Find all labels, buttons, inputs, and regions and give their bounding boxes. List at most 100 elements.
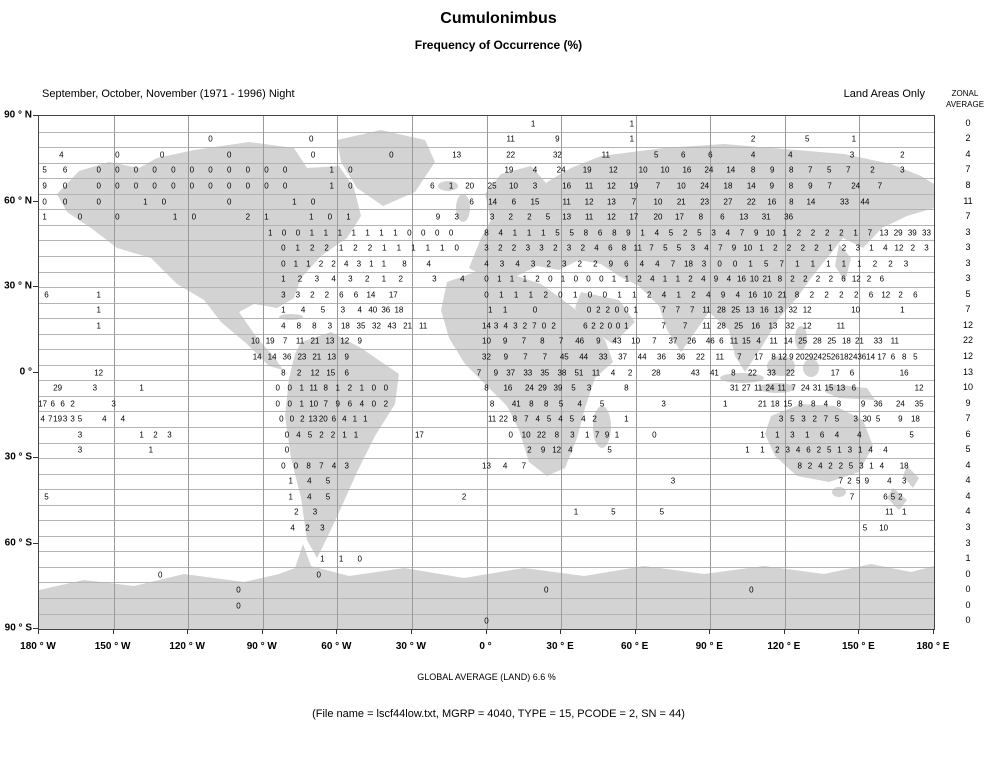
cuba (279, 314, 303, 320)
grid-value: 5 (697, 228, 702, 238)
grid-value: 0 (226, 150, 232, 160)
grid-value: 4 (655, 259, 660, 269)
grid-value: 4 (701, 274, 706, 284)
grid-value: 2 (814, 243, 819, 253)
grid-value: 1 (369, 259, 374, 269)
grid-value: 6 (883, 492, 888, 502)
grid-value: 1 (837, 445, 842, 455)
longitude-tick (410, 629, 412, 634)
grid-value: 24 (813, 352, 823, 362)
grid-value: 8 (771, 352, 776, 362)
grid-value: 2 (790, 274, 795, 284)
longitude-label: 120 ° E (767, 641, 801, 652)
grid-value: 5 (545, 212, 551, 222)
grid-value: 9 (502, 336, 508, 346)
grid-value: 0 (171, 165, 176, 175)
grid-value: 15 (530, 197, 540, 206)
grid-value: 29 (804, 352, 814, 362)
grid-value: 7 (682, 321, 688, 331)
grid-value: 11 (702, 305, 711, 315)
grid-value: 10 (763, 290, 772, 300)
grid-value: 4 (290, 523, 295, 533)
grid-value: 0 (62, 197, 68, 206)
latitude-tick (33, 457, 38, 458)
grid-value: 6 (50, 399, 55, 409)
grid-value: 8 (312, 321, 317, 331)
grid-value: 1 (379, 228, 384, 238)
grid-value: 6 (583, 321, 588, 331)
grid-value: 3 (327, 321, 333, 331)
grid-value: 13 (452, 150, 462, 160)
grid-value: 28 (812, 336, 822, 346)
grid-value: 25 (827, 336, 837, 346)
zonal-average-value: 3 (965, 257, 971, 268)
grid-value: 1 (487, 305, 493, 315)
grid-value: 9 (789, 352, 794, 362)
grid-value: 1 (617, 290, 622, 300)
longitude-tick (783, 629, 785, 634)
grid-value: 11 (885, 507, 894, 517)
grid-value: 8 (296, 321, 302, 331)
grid-value: 2 (810, 228, 816, 238)
grid-value: 2 (796, 228, 802, 238)
grid-value: 32 (372, 321, 381, 331)
grid-value: 1 (632, 290, 637, 300)
grid-value: 32 (552, 150, 562, 160)
grid-value: 1 (826, 259, 831, 269)
zonal-average-value: 3 (965, 537, 971, 548)
grid-value: 22 (695, 352, 705, 362)
grid-value: 6 (339, 290, 344, 300)
grid-value: 36 (282, 352, 292, 362)
grid-value: 6 (624, 259, 629, 269)
grid-value: 0 (586, 305, 592, 315)
grid-value: 5 (569, 414, 575, 424)
longitude-label: 120 ° W (169, 641, 205, 652)
grid-value: 6 (511, 197, 517, 206)
grid-value: 1 (528, 290, 534, 300)
grid-value: 0 (454, 243, 459, 253)
grid-value: 24 (524, 383, 534, 393)
grid-value: 0 (245, 165, 251, 175)
grid-value: 11 (633, 243, 642, 253)
latitude-tick (33, 200, 38, 202)
grid-value: 2 (324, 290, 330, 300)
grid-value: 41 (511, 399, 521, 409)
grid-value: 8 (789, 197, 794, 206)
grid-value: 17 (877, 352, 887, 362)
grid-value: 0 (717, 259, 722, 269)
grid-value: 7 (823, 414, 829, 424)
grid-value: 8 (306, 461, 311, 471)
grid-value: 22 (506, 150, 516, 160)
grid-value: 9 (540, 445, 546, 455)
grid-value: 0 (133, 181, 139, 191)
grid-value: 1 (292, 197, 297, 206)
grid-value: 3 (432, 274, 437, 284)
grid-value: 4 (610, 368, 616, 377)
grid-value: 1 (309, 228, 315, 238)
grid-value: 3 (847, 445, 853, 455)
grid-value: 7 (319, 461, 324, 471)
grid-value: 0 (191, 212, 197, 222)
grid-value: 25 (487, 181, 497, 191)
grid-value: 3 (281, 290, 286, 300)
grid-value: 20 (318, 414, 328, 424)
zonal-average-value: 0 (965, 599, 971, 610)
grid-value: 2 (807, 461, 813, 471)
longitude-label: 60 ° E (620, 641, 649, 652)
grid-value: 9 (596, 336, 601, 346)
grid-value: 36 (873, 399, 883, 409)
grid-value: 1 (351, 228, 356, 238)
grid-value: 15 (741, 336, 751, 346)
grid-value: 8 (489, 399, 495, 409)
grid-value: 25 (822, 352, 831, 362)
grid-value: 2 (300, 414, 305, 424)
latitude-tick (33, 286, 38, 287)
grid-value: 2 (786, 243, 792, 253)
grid-value: 2 (527, 445, 532, 455)
grid-value: 0 (434, 228, 440, 238)
grid-value: 5 (44, 492, 49, 502)
longitude-tick (38, 629, 39, 634)
grid-value: 0 (614, 305, 620, 315)
grid-value: 4 (532, 165, 538, 175)
grid-value: 2 (910, 243, 916, 253)
